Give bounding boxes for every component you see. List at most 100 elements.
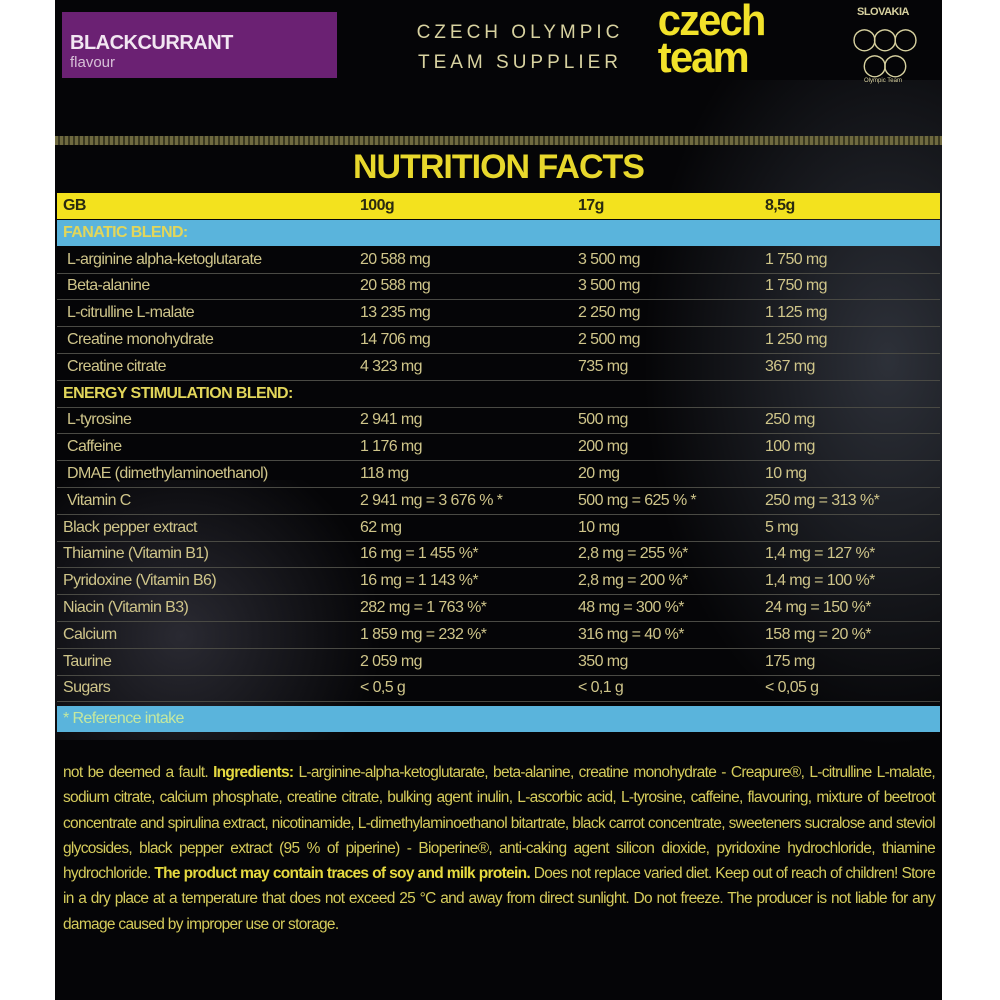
cell: 1 750 mg (765, 250, 828, 268)
table-header: GB 100g 17g 8,5g (57, 193, 940, 219)
cell: 1 859 mg = 232 %* (360, 625, 487, 643)
cell: Niacin (Vitamin B3) (63, 599, 189, 616)
cell: 20 mg (578, 465, 620, 482)
cell: 20 588 mg (360, 277, 431, 295)
section-fanatic-blend: FANATIC BLEND: (57, 219, 940, 246)
table-row: Niacin (Vitamin B3) 282 mg = 1 763 %* 48 m… (57, 595, 940, 622)
cell: 735 mg (578, 357, 628, 375)
cell: Calcium (63, 625, 117, 643)
cell: L-tyrosine (67, 411, 132, 429)
cell: 2 250 mg (578, 304, 641, 322)
cell: 3 500 mg (578, 277, 641, 295)
label-panel: BLACKCURRANT flavour CZECH OLYMPIC TEAM … (55, 0, 942, 1000)
cell: DMAE (dimethylaminoethanol) (67, 465, 268, 482)
cell: 16 mg = 1 143 %* (360, 572, 479, 590)
cell: < 0,1 g (578, 679, 624, 697)
cell: Creatine monohydrate (67, 331, 214, 348)
cell: 2,8 mg = 255 %* (578, 545, 688, 563)
cell: 3 500 mg (578, 250, 641, 268)
cell: 10 mg (578, 518, 620, 536)
table-row: Black pepper extract 62 mg 10 mg 5 mg (57, 515, 940, 542)
cell: 250 mg = 313 %* (765, 491, 880, 509)
supplier-line2: TEAM SUPPLIER (417, 52, 623, 73)
cell: 100g (360, 197, 395, 214)
cell: 500 mg (578, 411, 628, 429)
cell: 1 176 mg (360, 438, 423, 456)
cell: Beta-alanine (67, 277, 150, 295)
cell: 4 323 mg (360, 357, 423, 375)
cell: 16 mg = 1 455 %* (360, 545, 479, 563)
cell: 316 mg = 40 %* (578, 625, 685, 643)
cell: 13 235 mg (360, 304, 431, 322)
cell: 1 750 mg (765, 277, 828, 295)
cell: 1 125 mg (765, 304, 828, 322)
section-label: FANATIC BLEND: (63, 223, 188, 241)
olympic-subtitle: Olympic Team (864, 78, 902, 84)
table-row: Sugars < 0,5 g < 0,1 g < 0,05 g (57, 675, 940, 703)
supplier-line1: CZECH OLYMPIC (416, 22, 624, 43)
cell: Thiamine (Vitamin B1) (63, 545, 209, 563)
cell: 5 mg (765, 518, 799, 536)
cell: L-citrulline L-malate (67, 304, 195, 322)
section-label: * Reference intake (63, 710, 184, 728)
cell: L-arginine alpha-ketoglutarate (67, 250, 262, 268)
reference-intake-note: * Reference intake (57, 706, 940, 733)
cell: 367 mg (765, 357, 815, 375)
cell: 2 500 mg (578, 331, 641, 348)
flavour-badge: BLACKCURRANT flavour (62, 12, 337, 78)
table-row: Calcium 1 859 mg = 232 %* 316 mg = 40 %* 15… (57, 622, 940, 649)
logo-line1: czech (657, 0, 767, 45)
allergen-warning: The product may contain traces of soy an… (154, 865, 530, 883)
table-row: Taurine 2 059 mg 350 mg 175 mg (57, 649, 940, 676)
logo-line2: team (657, 33, 750, 82)
table-row: Pyridoxine (Vitamin B6) 16 mg = 1 143 %* 2… (57, 568, 940, 596)
nutrition-title: NUTRITION FACTS (353, 148, 645, 186)
flavour-sub: flavour (70, 54, 116, 71)
cell: 14 706 mg (360, 331, 431, 348)
cell: 24 mg = 150 %* (765, 599, 872, 616)
cell: < 0,5 g (360, 679, 406, 697)
flavour-name: BLACKCURRANT (70, 32, 233, 54)
cell: Caffeine (67, 438, 122, 456)
table-row: L-citrulline L-malate 13 235 mg 2 250 mg 1 … (57, 300, 940, 328)
ingredients-lead: not be deemed a fault. (63, 764, 214, 781)
cell: 1 250 mg (765, 331, 828, 348)
cell: 2 941 mg (360, 411, 423, 429)
cell: 350 mg (578, 652, 628, 670)
cell: 175 mg (765, 652, 815, 670)
honeycomb-pattern (55, 480, 475, 740)
ingredients-label: Ingredients: (213, 764, 294, 781)
cell: Sugars (63, 679, 111, 697)
slovakia-olympic-logo: SLOVAKIA ◯◯◯ ◯◯ Olympic Team (843, 6, 923, 84)
cell: 8,5g (765, 197, 795, 214)
table-row: Creatine monohydrate 14 706 mg 2 500 mg 1 2… (57, 327, 940, 354)
table-row: DMAE (dimethylaminoethanol) 118 mg 20 mg 10… (57, 461, 940, 488)
cell: 500 mg = 625 % * (578, 491, 697, 509)
section-label: ENERGY STIMULATION BLEND: (63, 384, 293, 402)
cell: 20 588 mg (360, 250, 431, 268)
section-energy-blend: ENERGY STIMULATION BLEND: (57, 381, 940, 408)
cell: 282 mg = 1 763 %* (360, 599, 487, 616)
cell: Vitamin C (67, 491, 131, 509)
supplier-text: CZECH OLYMPIC TEAM SUPPLIER (385, 18, 655, 78)
divider-stripe (55, 136, 942, 145)
table-row: Thiamine (Vitamin B1) 16 mg = 1 455 %* 2,8… (57, 541, 940, 569)
cell: 1,4 mg = 100 %* (765, 572, 875, 590)
cell: GB (63, 197, 86, 214)
cell: 158 mg = 20 %* (765, 625, 872, 643)
cell: 2 941 mg = 3 676 % * (360, 491, 503, 509)
cell: 1,4 mg = 127 %* (765, 545, 875, 563)
cell: 118 mg (360, 465, 409, 482)
cell: 100 mg (765, 438, 815, 456)
cell: 200 mg (578, 438, 628, 456)
ingredients-list: L-arginine-alpha-ketoglutarate, beta-ala… (63, 764, 936, 883)
cell: 250 mg (765, 411, 815, 429)
cell: Taurine (63, 652, 112, 670)
table-row: Vitamin C 2 941 mg = 3 676 % * 500 mg = 62… (57, 488, 940, 515)
table-row: Beta-alanine 20 588 mg 3 500 mg 1 750 mg (57, 273, 940, 301)
table-row: L-tyrosine 2 941 mg 500 mg 250 mg (57, 407, 940, 435)
table-row: Caffeine 1 176 mg 200 mg 100 mg (57, 434, 940, 462)
cell: 2,8 mg = 200 %* (578, 572, 688, 590)
storage-text: Does not replace varied diet. Keep out o… (63, 865, 936, 933)
table-row: Creatine citrate 4 323 mg 735 mg 367 mg (57, 354, 940, 381)
